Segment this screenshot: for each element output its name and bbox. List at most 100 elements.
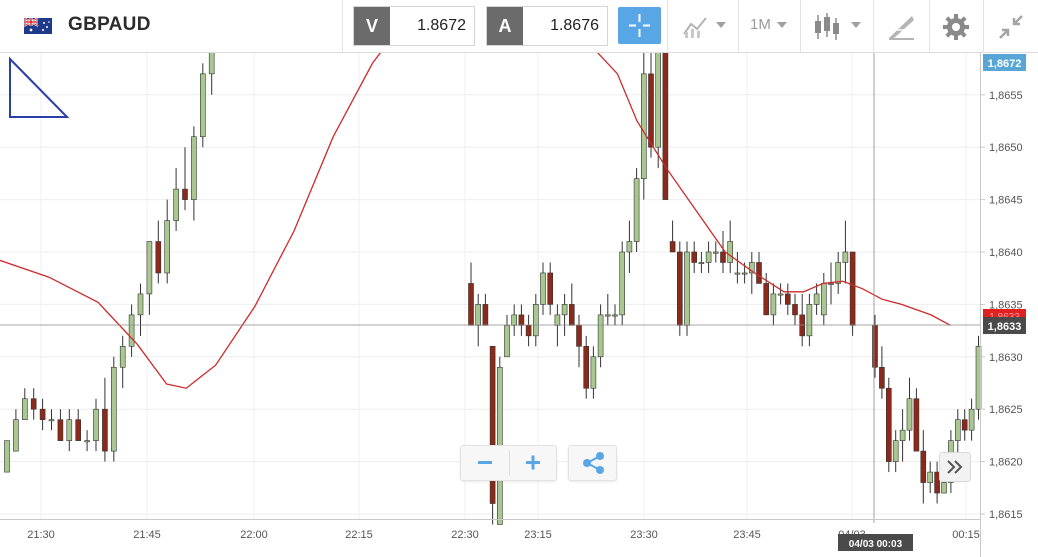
candle-up[interactable] (906, 398, 913, 431)
candle-down[interactable] (879, 366, 885, 389)
candle-up[interactable] (21, 398, 28, 420)
draw-tools-icon[interactable] (886, 12, 916, 42)
candle-up[interactable] (590, 356, 597, 389)
candle-down[interactable] (568, 304, 575, 326)
candle-down[interactable] (691, 251, 698, 263)
candle-up[interactable] (475, 304, 482, 326)
candle-up[interactable] (208, 53, 215, 75)
candle-up[interactable] (941, 482, 947, 494)
candle-down[interactable] (583, 346, 590, 389)
candle-up[interactable] (892, 440, 899, 462)
candle-up[interactable] (84, 440, 90, 443)
candle-up[interactable] (164, 220, 170, 274)
candle-up[interactable] (511, 314, 518, 326)
candlestick-type-icon[interactable] (812, 12, 846, 42)
candle-down[interactable] (849, 251, 856, 326)
candle-down[interactable] (756, 262, 762, 284)
ask-price-button[interactable]: A 1.8676 (486, 6, 608, 46)
candle-down[interactable] (525, 325, 532, 337)
indicators-icon[interactable] (682, 12, 712, 42)
bid-price-button[interactable]: V 1.8672 (353, 6, 475, 46)
candle-up[interactable] (597, 314, 604, 358)
candle-up[interactable] (899, 429, 906, 441)
candle-down[interactable] (57, 419, 64, 441)
candle-down[interactable] (792, 304, 798, 316)
candle-up[interactable] (48, 419, 55, 422)
candle-down[interactable] (885, 387, 892, 462)
candle-up[interactable] (655, 53, 662, 148)
candle-down[interactable] (547, 272, 554, 305)
candle-up[interactable] (741, 272, 748, 275)
candle-up[interactable] (173, 188, 179, 221)
candle-down[interactable] (39, 408, 46, 420)
candle-up[interactable] (4, 440, 10, 473)
candle-up[interactable] (835, 262, 842, 284)
candle-up[interactable] (684, 251, 690, 326)
candle-down[interactable] (784, 293, 791, 305)
candle-down[interactable] (75, 419, 81, 441)
candle-down[interactable] (489, 346, 496, 504)
chevron-down-icon[interactable] (851, 22, 861, 28)
candle-down[interactable] (662, 53, 669, 200)
candle-down[interactable] (102, 408, 108, 452)
candle-up[interactable] (111, 366, 117, 452)
candle-down[interactable] (518, 314, 525, 326)
candle-up[interactable] (532, 304, 539, 337)
candle-up[interactable] (619, 251, 626, 316)
candle-up[interactable] (612, 314, 618, 317)
zoom-out-button[interactable] (461, 446, 509, 480)
candle-up[interactable] (828, 283, 834, 285)
candle-up[interactable] (200, 73, 206, 138)
candle-up[interactable] (137, 293, 144, 316)
candle-down[interactable] (482, 304, 489, 326)
candle-down[interactable] (961, 419, 968, 431)
price-chart[interactable]: 1,8615 1,8620 1,8625 1,8630 1,8635 1,8640 1,86… (0, 53, 1038, 557)
candle-up[interactable] (705, 251, 712, 263)
candle-up[interactable] (13, 419, 19, 452)
candle-up[interactable] (561, 304, 568, 316)
candle-down[interactable] (920, 450, 927, 483)
triangle-drawing[interactable] (9, 56, 70, 118)
candle-down[interactable] (669, 241, 676, 253)
candle-down[interactable] (720, 251, 726, 263)
candle-down[interactable] (468, 283, 474, 326)
candle-up[interactable] (93, 408, 99, 441)
candle-up[interactable] (119, 346, 126, 368)
candle-up[interactable] (813, 293, 820, 305)
candle-up[interactable] (770, 293, 777, 316)
candle-up[interactable] (626, 241, 633, 253)
share-button[interactable] (568, 445, 617, 481)
candle-up[interactable] (727, 241, 734, 263)
candle-up[interactable] (191, 136, 197, 200)
candle-down[interactable] (182, 188, 188, 200)
candle-up[interactable] (748, 262, 755, 274)
candle-up[interactable] (540, 272, 546, 305)
zoom-in-button[interactable] (510, 446, 558, 480)
candle-up[interactable] (66, 419, 73, 441)
candle-down[interactable] (913, 398, 920, 452)
candle-up[interactable] (633, 178, 640, 242)
chevron-down-icon[interactable] (716, 22, 726, 28)
candle-up[interactable] (554, 314, 561, 326)
collapse-icon[interactable] (997, 12, 1025, 42)
candle-up[interactable] (777, 293, 784, 296)
candle-up[interactable] (954, 419, 961, 441)
candle-down[interactable] (30, 398, 37, 410)
scroll-to-end-button[interactable] (939, 452, 971, 482)
candle-up[interactable] (968, 408, 975, 431)
candle-down[interactable] (872, 325, 878, 368)
candle-up[interactable] (698, 262, 705, 264)
candle-up[interactable] (820, 283, 827, 316)
chevron-down-icon[interactable] (777, 22, 787, 28)
gear-icon[interactable] (942, 12, 970, 42)
candle-up[interactable] (504, 325, 510, 358)
crosshair-button[interactable] (618, 7, 661, 44)
candle-up[interactable] (734, 272, 741, 275)
candle-up[interactable] (146, 241, 153, 295)
timeframe-selector[interactable]: 1M (750, 16, 771, 33)
candle-down[interactable] (676, 251, 683, 326)
candle-up[interactable] (604, 314, 611, 317)
candle-down[interactable] (648, 73, 654, 148)
candle-up[interactable] (640, 73, 647, 179)
candle-down[interactable] (155, 241, 162, 274)
